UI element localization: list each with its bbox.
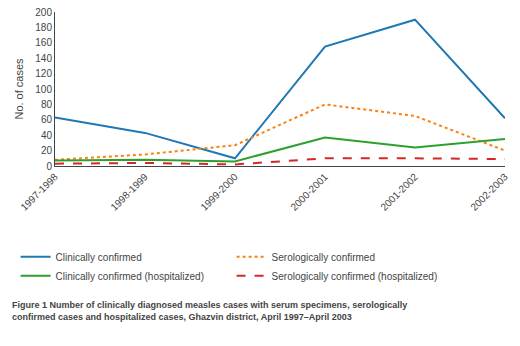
- svg-text:Serologically confirmed (hospi: Serologically confirmed (hospitalized): [272, 271, 438, 282]
- svg-text:Figure 1 Number of clinically: Figure 1 Number of clinically diagnosed …: [12, 300, 407, 322]
- svg-text:No. of cases: No. of cases: [13, 58, 25, 120]
- svg-text:180: 180: [35, 22, 52, 33]
- svg-text:160: 160: [35, 37, 52, 48]
- svg-text:0: 0: [46, 161, 52, 172]
- svg-text:2001-2002: 2001-2002: [378, 171, 420, 213]
- svg-text:140: 140: [35, 53, 52, 64]
- svg-text:40: 40: [41, 130, 53, 141]
- svg-text:Clinically confirmed: Clinically confirmed: [56, 252, 142, 263]
- svg-text:1998-1999: 1998-1999: [108, 171, 150, 213]
- svg-text:2002-2003: 2002-2003: [468, 171, 510, 213]
- svg-text:1997-1998: 1997-1998: [18, 171, 60, 213]
- svg-text:Serologically confirmed: Serologically confirmed: [272, 252, 375, 263]
- svg-text:20: 20: [41, 145, 53, 156]
- svg-text:Clinically confirmed (hospital: Clinically confirmed (hospitalized): [56, 271, 204, 282]
- svg-text:80: 80: [41, 99, 53, 110]
- svg-text:100: 100: [35, 84, 52, 95]
- svg-text:2000-2001: 2000-2001: [288, 171, 330, 213]
- svg-text:1999-2000: 1999-2000: [198, 171, 240, 213]
- svg-text:60: 60: [41, 114, 53, 125]
- svg-text:200: 200: [35, 7, 52, 18]
- svg-text:120: 120: [35, 68, 52, 79]
